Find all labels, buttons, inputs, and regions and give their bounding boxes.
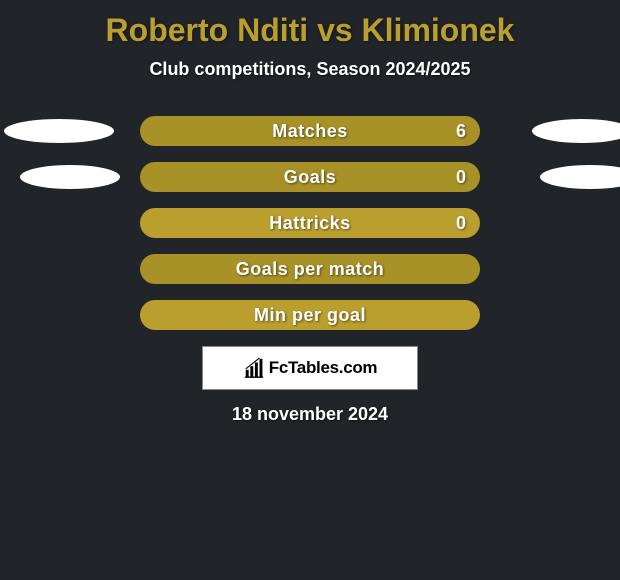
logo-text: FcTables.com [269,358,378,378]
bar-value: 6 [456,121,466,142]
bar-label: Goals per match [236,259,385,280]
stat-bar-min-per-goal: Min per goal [140,300,480,330]
bar-chart-icon [243,357,265,379]
stat-bar-matches: Matches 6 [140,116,480,146]
stat-bar-goals: Goals 0 [140,162,480,192]
bar-label: Matches [272,121,348,142]
page-title: Roberto Nditi vs Klimionek [0,0,620,49]
bar-label: Min per goal [254,305,366,326]
logo: FcTables.com [243,357,378,379]
page-subtitle: Club competitions, Season 2024/2025 [0,59,620,80]
bar-value: 0 [456,213,466,234]
bar-row: Hattricks 0 [0,208,620,238]
bar-row: Goals per match [0,254,620,284]
bar-value: 0 [456,167,466,188]
bar-label: Hattricks [269,213,351,234]
stat-bar-goals-per-match: Goals per match [140,254,480,284]
stat-bar-hattricks: Hattricks 0 [140,208,480,238]
comparison-chart: Matches 6 Goals 0 Hattricks 0 Goals per … [0,116,620,330]
bar-label: Goals [284,167,337,188]
bar-row: Goals 0 [0,162,620,192]
bar-row: Min per goal [0,300,620,330]
date-label: 18 november 2024 [0,404,620,425]
logo-box: FcTables.com [202,346,418,390]
bar-row: Matches 6 [0,116,620,146]
